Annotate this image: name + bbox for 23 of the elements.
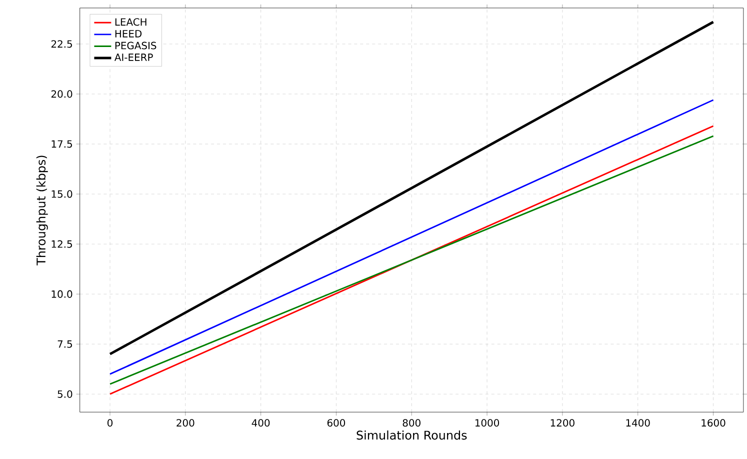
x-tick-label: 400 [252,419,270,427]
y-tick-label: 17.5 [52,140,72,148]
y-tick-label: 5.0 [58,390,72,398]
x-tick-label: 1200 [550,419,574,427]
x-tick-label: 600 [327,419,346,427]
x-tick-label: 200 [176,419,194,427]
y-tick-label: 15.0 [52,190,72,198]
legend-label: PEGASIS [115,42,156,50]
y-axis-title: Throughput (kbps) [36,156,48,266]
legend-label: AI-EERP [114,54,153,61]
x-tick-label: 0 [107,419,113,427]
x-axis-title: Simulation Rounds [356,430,467,440]
legend-label: LEACH [115,18,146,26]
y-tick-label: 22.5 [51,40,72,48]
x-tick-label: 1600 [702,419,726,427]
y-tick-label: 12.5 [52,240,72,248]
y-tick-label: 10.0 [52,290,72,298]
legend-label: HEED [115,30,142,38]
x-tick-label: 800 [402,419,420,427]
x-tick-label: 1000 [475,419,500,427]
y-tick-label: 7.5 [58,340,72,348]
y-tick-label: 20.0 [51,90,72,98]
x-tick-label: 1400 [626,419,650,427]
